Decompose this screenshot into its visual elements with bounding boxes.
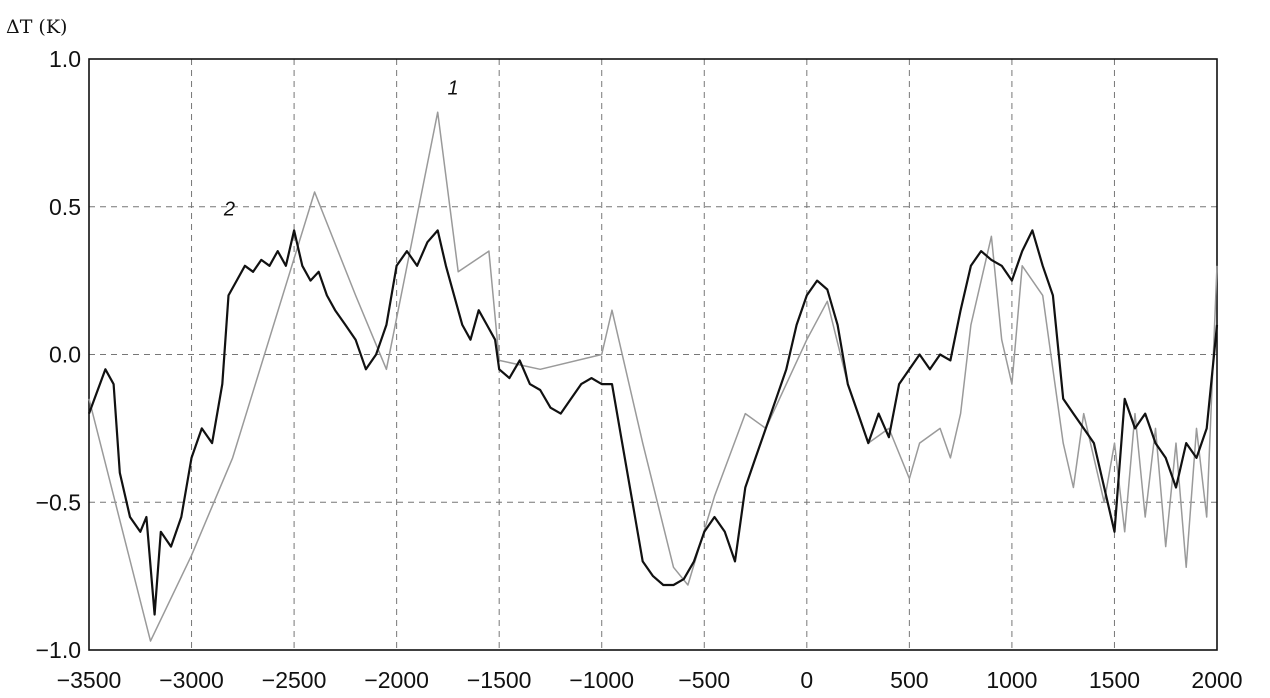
- y-tick-label: −1.0: [36, 637, 81, 663]
- series-annotation: 1: [447, 77, 458, 99]
- y-tick-labels: −1.0 −0.5 0.0 0.5 1.0: [36, 46, 81, 663]
- gridlines: [89, 58, 1217, 651]
- series-lines: [87, 111, 1219, 642]
- y-tick-label: 1.0: [49, 46, 81, 72]
- x-tick-label: −3000: [159, 667, 224, 693]
- x-tick-labels: −3500 −3000 −2500 −2000 −1500 −1000 −500 0 500 10…: [57, 667, 1243, 693]
- series-line-2: [87, 229, 1219, 616]
- series-annotations: 12: [223, 77, 459, 220]
- x-tick-label: −1000: [569, 667, 634, 693]
- series-annotation: 2: [223, 199, 235, 221]
- x-tick-label: −1500: [467, 667, 532, 693]
- y-tick-label: −0.5: [36, 489, 81, 515]
- series-line-1: [88, 111, 1218, 642]
- x-tick-label: −2500: [262, 667, 327, 693]
- x-tick-label: 2000: [1191, 667, 1242, 693]
- x-tick-label: 0: [800, 667, 813, 693]
- plot-frame: [88, 58, 1218, 651]
- x-tick-label: −2000: [364, 667, 429, 693]
- x-tick-label: 1500: [1089, 667, 1140, 693]
- x-tick-label: 500: [890, 667, 928, 693]
- y-tick-label: 0.5: [49, 194, 81, 220]
- y-tick-label: 0.0: [49, 342, 81, 368]
- x-tick-label: −3500: [57, 667, 122, 693]
- x-tick-label: 1000: [986, 667, 1037, 693]
- y-axis-label: ΔT (K): [6, 16, 67, 38]
- x-tick-label: −500: [678, 667, 730, 693]
